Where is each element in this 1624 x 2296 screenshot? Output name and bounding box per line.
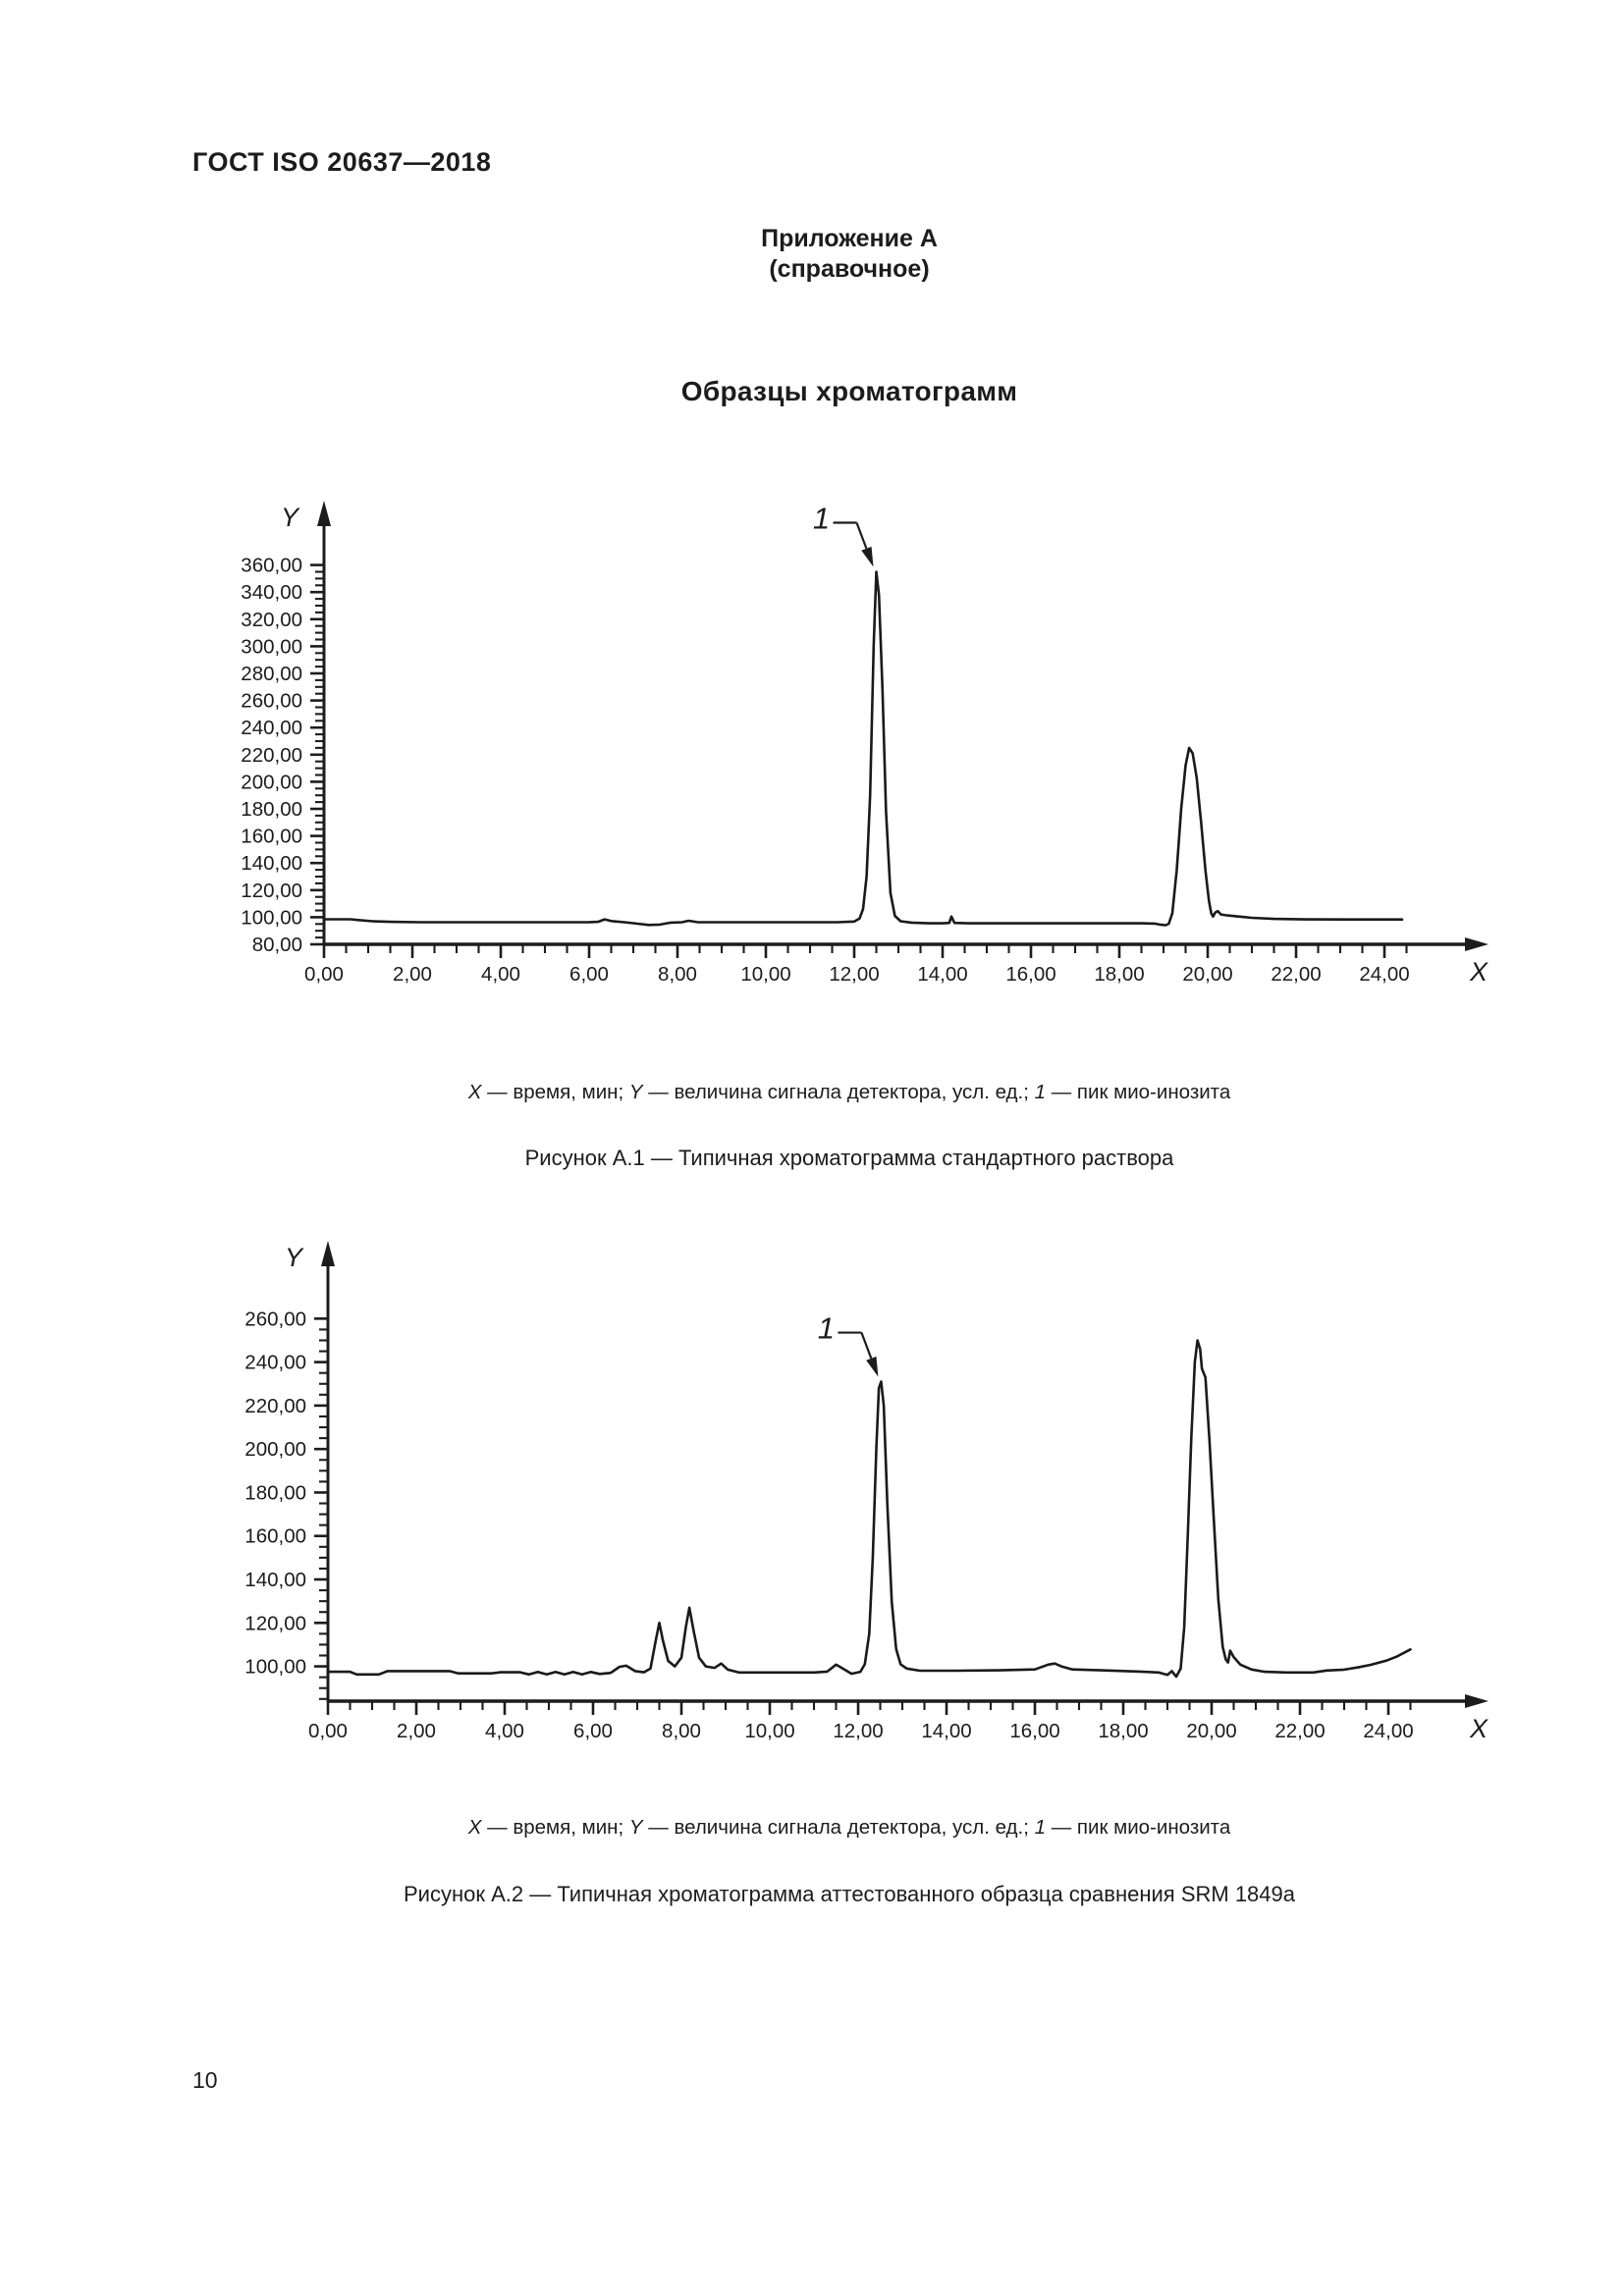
y-tick-label: 100,00 [241,906,302,929]
x-tick-label: 0,00 [308,1720,348,1742]
x-tick-label: 10,00 [744,1720,794,1742]
y-tick-label: 180,00 [244,1481,306,1504]
figure-a2-caption: X — время, мин; Y — величина сигнала дет… [192,1816,1506,1840]
x-tick-label: 14,00 [921,1720,971,1742]
y-tick-label: 160,00 [244,1525,306,1548]
caption-part: — величина сигнала детектора, усл. ед.; [642,1816,1035,1839]
caption-part: 1 [1034,1816,1046,1839]
y-tick-label: 280,00 [241,663,302,685]
y-tick-label: 240,00 [244,1352,306,1374]
x-tick-label: 18,00 [1094,963,1144,986]
y-tick-label: 120,00 [244,1612,306,1634]
annotation-leader-line [860,1332,873,1360]
caption-part: — время, мин; [481,1816,629,1839]
y-tick-label: 320,00 [241,609,302,631]
x-tick-label: 8,00 [658,963,697,986]
y-axis-arrowhead-icon [317,501,331,526]
y-tick-label: 260,00 [244,1308,306,1330]
x-tick-label: 20,00 [1186,1720,1236,1742]
x-tick-label: 6,00 [569,963,609,986]
caption-part: — время, мин; [481,1081,629,1103]
y-tick-label: 140,00 [241,852,302,875]
appendix-subtitle: (справочное) [769,255,930,283]
x-tick-label: 22,00 [1274,1720,1325,1742]
y-tick-label: 260,00 [241,690,302,713]
y-tick-label: 200,00 [241,771,302,793]
appendix-title: Приложение А [761,225,938,252]
caption-part: 1 [1034,1081,1046,1103]
caption-part: — величина сигнала детектора, усл. ед.; [642,1081,1035,1103]
peak-annotation-label: 1 [813,502,830,536]
annotation-leader-line [855,522,868,550]
caption-part: Y [628,1816,643,1839]
document-header: ГОСТ ISO 20637—2018 [192,147,492,177]
y-tick-label: 200,00 [244,1438,306,1461]
y-axis-label: Y [285,1243,304,1272]
chromatogram-trace [322,570,1404,927]
x-tick-label: 24,00 [1359,963,1409,986]
y-tick-label: 340,00 [241,581,302,604]
y-tick-label: 360,00 [241,555,302,577]
caption-part: X [467,1816,482,1839]
x-axis-arrowhead-icon [1465,937,1489,951]
y-tick-label: 80,00 [252,934,302,956]
y-tick-label: 160,00 [241,826,302,848]
x-tick-label: 14,00 [917,963,967,986]
caption-part: X [467,1081,482,1103]
y-tick-label: 240,00 [241,717,302,739]
y-tick-label: 100,00 [244,1656,306,1679]
x-tick-label: 22,00 [1271,963,1321,986]
figure-a1-caption: X — время, мин; Y — величина сигнала дет… [192,1081,1506,1104]
x-tick-label: 10,00 [740,963,790,986]
x-tick-label: 0,00 [304,963,344,986]
x-tick-label: 8,00 [662,1720,701,1742]
section-title: Образцы хроматограмм [680,376,1018,406]
caption-part: — пик мио-инозита [1046,1081,1231,1103]
caption-part: — пик мио-инозита [1046,1816,1231,1839]
x-tick-label: 12,00 [829,963,879,986]
figure-a1-chromatogram: YX80,00100,00120,00140,00160,00180,00200… [241,501,1489,987]
y-tick-label: 180,00 [241,798,302,821]
x-axis-label: X [1469,957,1489,987]
y-tick-label: 140,00 [244,1569,306,1591]
x-tick-label: 24,00 [1363,1720,1413,1742]
figure-a2-chromatogram: YX100,00120,00140,00160,00180,00200,0022… [244,1241,1489,1743]
x-tick-label: 4,00 [481,963,520,986]
x-tick-label: 20,00 [1182,963,1232,986]
annotation-arrowhead-icon [861,546,874,567]
x-tick-label: 6,00 [573,1720,613,1742]
x-tick-label: 16,00 [1005,963,1056,986]
page-number: 10 [192,2067,218,2093]
x-tick-label: 16,00 [1009,1720,1059,1742]
x-axis-label: X [1469,1714,1489,1743]
caption-part: Y [628,1081,643,1103]
y-tick-label: 220,00 [241,744,302,767]
x-tick-label: 2,00 [393,963,432,986]
figure-a1-label: Рисунок А.1 — Типичная хроматограмма ста… [524,1146,1174,1170]
x-axis-arrowhead-icon [1465,1694,1489,1708]
peak-annotation-label: 1 [818,1311,835,1346]
figure-a2-label: Рисунок А.2 — Типичная хроматограмма атт… [403,1882,1295,1906]
x-tick-label: 4,00 [485,1720,524,1742]
y-tick-label: 300,00 [241,635,302,658]
x-tick-label: 2,00 [397,1720,436,1742]
y-tick-label: 120,00 [241,880,302,902]
x-tick-label: 12,00 [833,1720,883,1742]
y-axis-arrowhead-icon [321,1241,335,1266]
x-tick-label: 18,00 [1098,1720,1148,1742]
annotation-arrowhead-icon [866,1356,879,1377]
chromatogram-trace [326,1339,1412,1679]
y-axis-label: Y [281,503,300,532]
appendix-heading: Приложение А (справочное) [192,224,1506,285]
y-tick-label: 220,00 [244,1395,306,1417]
